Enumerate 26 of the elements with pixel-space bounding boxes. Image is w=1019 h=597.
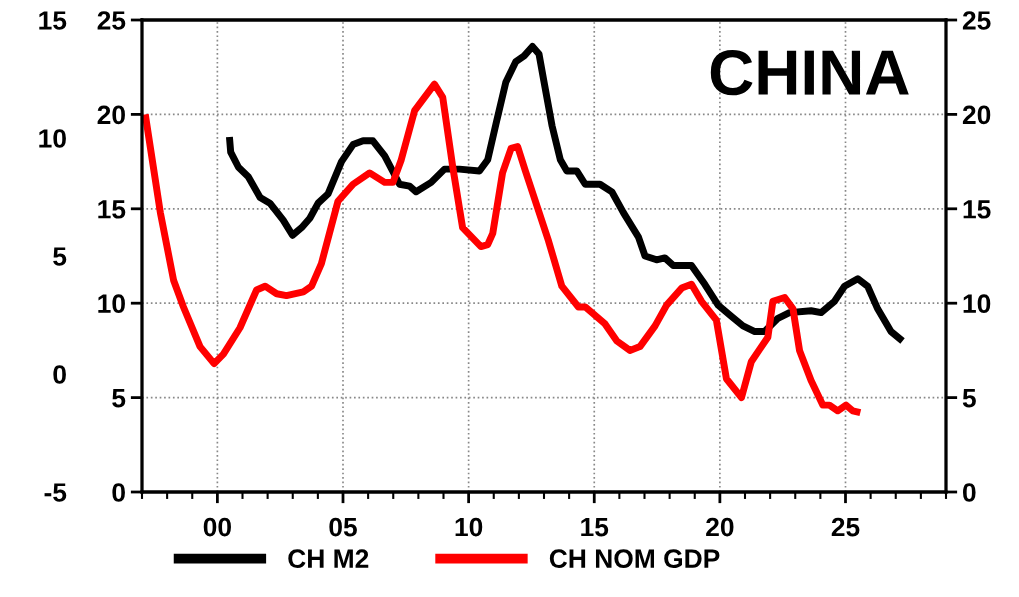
y-tick-label: 25 bbox=[97, 11, 126, 30]
legend-label: CH NOM GDP bbox=[549, 549, 720, 569]
x-tick-label: 15 bbox=[581, 517, 609, 537]
x-tick-label: 10 bbox=[455, 517, 483, 537]
x-tick-label: 05 bbox=[329, 517, 357, 537]
y-tick-label: 20 bbox=[97, 105, 125, 125]
y-tick-label: 15 bbox=[98, 200, 126, 219]
y-tick-label: 0 bbox=[112, 483, 125, 502]
x-tick-label: 25 bbox=[831, 517, 860, 537]
y2-tick-label: 10 bbox=[963, 294, 991, 314]
x-tick-label: 00 bbox=[203, 517, 231, 537]
y2-tick-label: 15 bbox=[963, 200, 991, 219]
y2-tick-label: 5 bbox=[962, 389, 976, 408]
legend-label: CH M2 bbox=[288, 549, 369, 569]
y2-tick-label: 20 bbox=[962, 105, 991, 125]
y3-tick-label: 10 bbox=[39, 129, 66, 148]
y3-tick-label: 15 bbox=[39, 11, 67, 30]
y-tick-label: 10 bbox=[98, 294, 125, 314]
y3-tick-label: 5 bbox=[53, 247, 67, 266]
y3-tick-label: -5 bbox=[44, 483, 67, 502]
y2-tick-label: 0 bbox=[963, 483, 976, 502]
chart-title: CHINA bbox=[710, 50, 909, 96]
y2-tick-label: 25 bbox=[962, 11, 991, 30]
x-tick-label: 20 bbox=[706, 517, 734, 537]
y3-tick-label: 0 bbox=[53, 365, 66, 384]
y-tick-label: 5 bbox=[112, 389, 126, 408]
